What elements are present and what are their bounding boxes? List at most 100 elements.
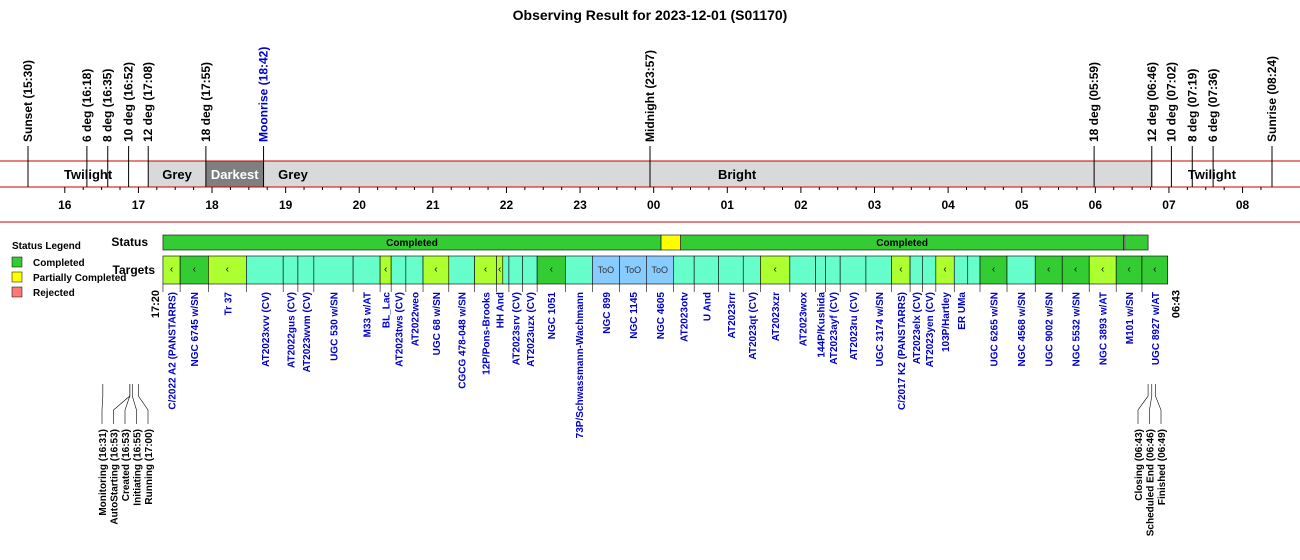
target-block <box>522 255 538 285</box>
status-row: Status Completed Completed <box>111 234 1149 251</box>
sky-band <box>263 161 323 187</box>
status-row-label: Status <box>111 235 148 249</box>
event-label: 12 deg (06:46) <box>1145 62 1159 142</box>
target-label: HH And <box>496 292 507 328</box>
target-block <box>246 255 284 285</box>
target-block <box>909 255 923 285</box>
status-segment <box>1124 234 1149 251</box>
target-label: U And <box>702 292 713 321</box>
hour-tick-label: 03 <box>868 198 882 212</box>
target-label: AT2023uzx (CV) <box>526 292 537 367</box>
target-mark: ‹ <box>226 264 229 275</box>
log-label: Initiating (16:55) <box>133 429 144 506</box>
hour-tick-label: 19 <box>279 198 293 212</box>
event-label: 10 deg (16:52) <box>122 62 136 142</box>
target-block <box>1115 255 1143 285</box>
log-label: AutoStarting (16:53) <box>110 429 121 525</box>
target-label: NGC 5532 w/SN <box>1072 292 1083 366</box>
log-connector <box>124 384 131 424</box>
target-block <box>815 255 826 285</box>
hour-tick-label: 17 <box>132 198 146 212</box>
target-block <box>979 255 1008 285</box>
event-label: Sunset (15:30) <box>21 60 35 142</box>
target-block <box>742 255 761 285</box>
status-segment-label: Completed <box>386 238 438 249</box>
status-segment-label: Completed <box>876 238 928 249</box>
target-label: NGC 3893 w/AT <box>1099 292 1110 365</box>
target-label: UGC 530 w/SN <box>329 292 340 361</box>
target-block <box>448 255 475 285</box>
target-label: AT2023yen (CV) <box>925 292 936 367</box>
event-label: 6 deg (16:18) <box>80 69 94 142</box>
target-block <box>865 255 892 285</box>
target-label: 144P/Kushida <box>817 292 828 358</box>
log-label: Scheduled End (06:46) <box>1146 429 1157 536</box>
sky-band-label: Grey <box>162 167 192 182</box>
legend-swatch <box>11 271 23 283</box>
hour-tick-label: 22 <box>500 198 514 212</box>
target-label: AT2022weo <box>410 292 421 346</box>
target-block <box>967 255 981 285</box>
sky-band <box>322 161 1152 187</box>
target-label: AT2023ayf (CV) <box>829 292 840 365</box>
legend-label: Partially Completed <box>33 273 126 284</box>
target-label: 73P/Schwassmann-Wachmann <box>575 292 586 438</box>
target-mark: ‹ <box>498 264 501 275</box>
target-block <box>760 255 791 285</box>
log-label: Finished (06:49) <box>1157 429 1168 505</box>
target-block <box>1141 255 1169 285</box>
target-label: UGC 6265 w/SN <box>990 292 1001 366</box>
target-block <box>1006 255 1036 285</box>
sky-band-label: Twilight <box>1188 167 1237 182</box>
target-label: UGC 68 w/SN <box>432 292 443 355</box>
hour-tick-label: 01 <box>721 198 735 212</box>
target-block <box>789 255 816 285</box>
target-block <box>1061 255 1090 285</box>
too-mark: ToO <box>598 265 615 275</box>
hour-tick-label: 08 <box>1236 198 1250 212</box>
target-label: UGC 8927 w/AT <box>1151 292 1162 365</box>
target-label: NGC 1145 <box>629 292 640 339</box>
hour-axis: 16 17 18 19 20 21 22 23 00 01 02 03 04 05 06 07 08 <box>0 187 1300 223</box>
target-label: AT2023rrr <box>727 292 738 339</box>
target-block <box>179 255 209 285</box>
event-label: 12 deg (17:08) <box>141 62 155 142</box>
start-time-label: 17:20 <box>150 290 162 318</box>
target-block <box>313 255 354 285</box>
target-block <box>502 255 510 285</box>
status-log: Monitoring (16:31) AutoStarting (16:53) Cr… <box>98 384 1168 536</box>
target-label: NGC 4568 w/SN <box>1017 292 1028 366</box>
log-label: Closing (06:43) <box>1134 429 1145 501</box>
sky-band-label: Twilight <box>64 167 113 182</box>
sky-band-row: Twilight Grey Darkest Grey Bright Twilight <box>0 160 1300 188</box>
target-block <box>508 255 523 285</box>
target-label: AT2023qt (CV) <box>748 292 759 360</box>
target-mark: ‹ <box>384 264 387 275</box>
event-label: Midnight (23:57) <box>643 50 657 142</box>
event-markers: Sunset (15:30) 6 deg (16:18) 8 deg (16:35)… <box>21 47 1279 187</box>
log-connector <box>1137 384 1149 424</box>
target-block <box>536 255 566 285</box>
target-mark: ‹ <box>434 264 437 275</box>
hour-tick-label: 04 <box>941 198 955 212</box>
target-mark: ‹ <box>1047 264 1050 275</box>
too-mark: ToO <box>652 265 669 275</box>
target-mark: ‹ <box>484 264 487 275</box>
target-label: AT2023wox <box>799 292 810 347</box>
target-mark: ‹ <box>170 264 173 275</box>
target-mark: ‹ <box>899 264 902 275</box>
log-connector <box>138 384 149 424</box>
target-label: AT2023xzr <box>771 292 782 341</box>
target-label: Tr 37 <box>223 292 234 316</box>
hour-tick-label: 00 <box>647 198 661 212</box>
target-label: UGC 9002 w/SN <box>1045 292 1056 366</box>
log-connector <box>1149 384 1153 424</box>
target-mark: ‹ <box>992 264 995 275</box>
target-label: BL_Lac <box>382 292 393 329</box>
legend-title: Status Legend <box>12 241 81 252</box>
hour-tick-label: 05 <box>1015 198 1029 212</box>
target-mark: ‹ <box>1074 264 1077 275</box>
event-label: Sunrise (08:24) <box>1265 56 1279 142</box>
target-mark: ‹ <box>193 264 196 275</box>
